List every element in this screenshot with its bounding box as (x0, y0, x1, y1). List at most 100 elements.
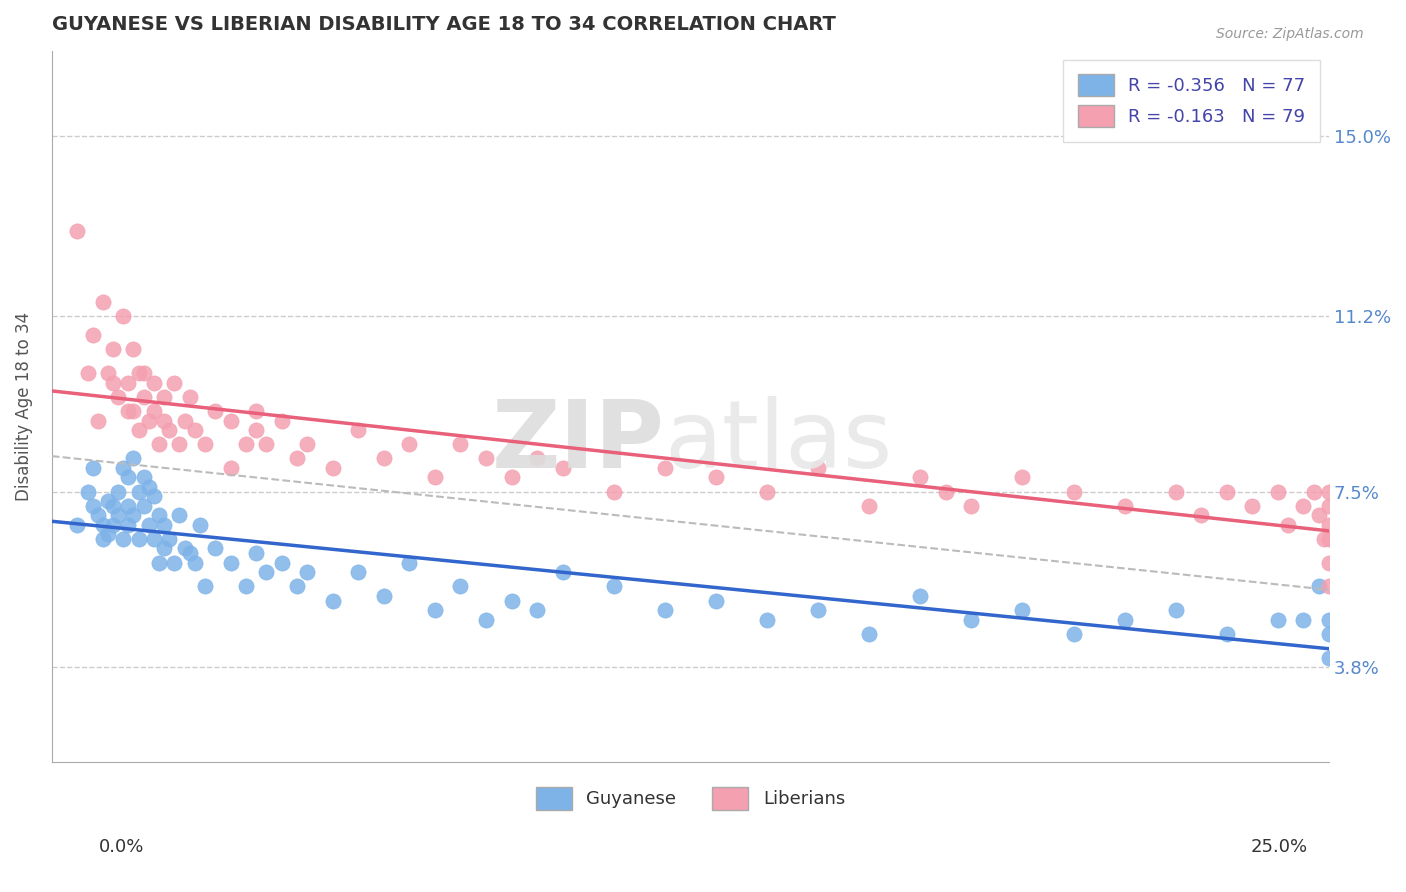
Point (97, 527, 120, 541)
Point (1164, 603, 1187, 617)
Point (112, 461, 135, 475)
Point (295, 437, 318, 451)
Point (97, 366, 120, 380)
Point (285, 579, 308, 593)
Point (526, 451, 548, 466)
Point (285, 451, 308, 466)
Point (1277, 517, 1299, 532)
Point (169, 437, 191, 451)
Point (1317, 532, 1340, 546)
Point (551, 565, 574, 579)
Point (910, 589, 932, 603)
Point (270, 556, 292, 570)
Point (153, 517, 176, 532)
Point (169, 508, 191, 523)
Point (101, 499, 124, 513)
Point (1011, 470, 1033, 484)
Point (1317, 499, 1340, 513)
Point (107, 508, 129, 523)
Point (245, 423, 267, 437)
Point (101, 517, 124, 532)
Point (960, 613, 983, 627)
Point (450, 437, 472, 451)
Point (347, 565, 370, 579)
Point (373, 589, 395, 603)
Point (112, 532, 135, 546)
Point (1216, 484, 1239, 499)
Point (1308, 579, 1330, 593)
Point (138, 413, 160, 427)
Point (148, 437, 170, 451)
Point (188, 517, 211, 532)
Point (122, 508, 145, 523)
Point (91, 517, 114, 532)
Point (153, 390, 176, 404)
Text: GUYANESE VS LIBERIAN DISABILITY AGE 18 TO 34 CORRELATION CHART: GUYANESE VS LIBERIAN DISABILITY AGE 18 T… (52, 15, 835, 34)
Point (551, 461, 574, 475)
Point (1302, 484, 1324, 499)
Point (82, 499, 104, 513)
Point (423, 603, 446, 617)
Point (128, 366, 150, 380)
Point (153, 541, 176, 556)
Point (807, 461, 830, 475)
Point (603, 579, 626, 593)
Point (128, 423, 150, 437)
Point (1317, 627, 1340, 641)
Point (475, 451, 498, 466)
Point (148, 556, 170, 570)
Point (398, 556, 420, 570)
Point (142, 376, 165, 390)
Point (322, 461, 344, 475)
Point (82, 461, 104, 475)
Point (654, 461, 676, 475)
Point (1292, 499, 1315, 513)
Point (858, 627, 880, 641)
Point (204, 404, 226, 418)
Point (219, 413, 242, 427)
Point (526, 603, 548, 617)
Point (756, 613, 779, 627)
Point (128, 532, 150, 546)
Point (1317, 517, 1340, 532)
Point (132, 390, 155, 404)
Point (1317, 650, 1340, 665)
Text: atlas: atlas (665, 396, 893, 488)
Point (960, 499, 983, 513)
Point (76, 366, 98, 380)
Point (475, 613, 498, 627)
Point (219, 556, 242, 570)
Point (142, 532, 165, 546)
Point (148, 508, 170, 523)
Point (935, 484, 957, 499)
Point (97, 494, 120, 508)
Point (194, 579, 217, 593)
Point (153, 413, 176, 427)
Text: Source: ZipAtlas.com: Source: ZipAtlas.com (1216, 27, 1364, 41)
Point (163, 556, 186, 570)
Point (179, 390, 201, 404)
Point (163, 376, 186, 390)
Point (204, 541, 226, 556)
Point (107, 484, 129, 499)
Point (101, 343, 124, 357)
Point (142, 489, 165, 503)
Point (654, 603, 676, 617)
Point (235, 579, 257, 593)
Point (1267, 484, 1289, 499)
Point (1216, 627, 1239, 641)
Point (1317, 484, 1340, 499)
Text: 25.0%: 25.0% (1250, 838, 1308, 856)
Point (1189, 508, 1212, 523)
Point (157, 423, 180, 437)
Point (245, 546, 267, 560)
Point (117, 517, 139, 532)
Point (112, 310, 135, 324)
Point (1063, 484, 1085, 499)
Point (1267, 613, 1289, 627)
Point (122, 451, 145, 466)
Point (66, 224, 89, 238)
Point (157, 532, 180, 546)
Point (347, 423, 370, 437)
Text: 0.0%: 0.0% (98, 838, 143, 856)
